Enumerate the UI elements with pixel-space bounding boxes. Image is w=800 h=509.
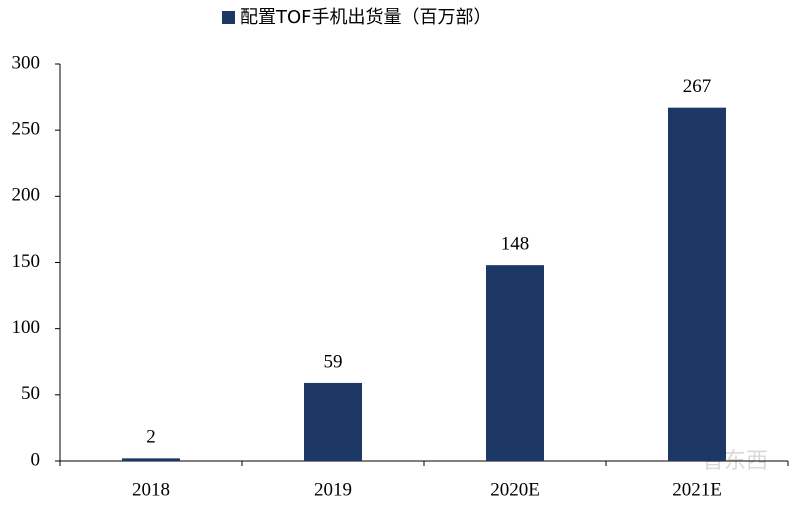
y-tick-label: 0 xyxy=(31,449,41,470)
bar xyxy=(486,265,544,461)
x-tick-label: 2020E xyxy=(490,479,540,500)
x-tick-label: 2018 xyxy=(132,479,170,500)
y-tick-label: 250 xyxy=(12,119,41,140)
y-tick-label: 100 xyxy=(12,317,41,338)
value-label: 267 xyxy=(683,76,712,97)
bar xyxy=(304,382,362,461)
y-tick-label: 300 xyxy=(12,52,41,73)
y-tick-label: 50 xyxy=(21,383,40,404)
bar xyxy=(668,107,726,462)
bar xyxy=(122,458,180,461)
value-label: 2 xyxy=(146,427,156,448)
value-label: 148 xyxy=(501,234,530,255)
x-tick-label: 2021E xyxy=(672,479,722,500)
x-tick-label: 2019 xyxy=(314,479,352,500)
y-tick-label: 150 xyxy=(12,251,41,272)
y-tick-label: 200 xyxy=(12,185,41,206)
legend-swatch xyxy=(222,11,235,24)
value-label: 59 xyxy=(324,351,343,372)
legend-label: 配置TOF手机出货量（百万部） xyxy=(240,7,492,28)
